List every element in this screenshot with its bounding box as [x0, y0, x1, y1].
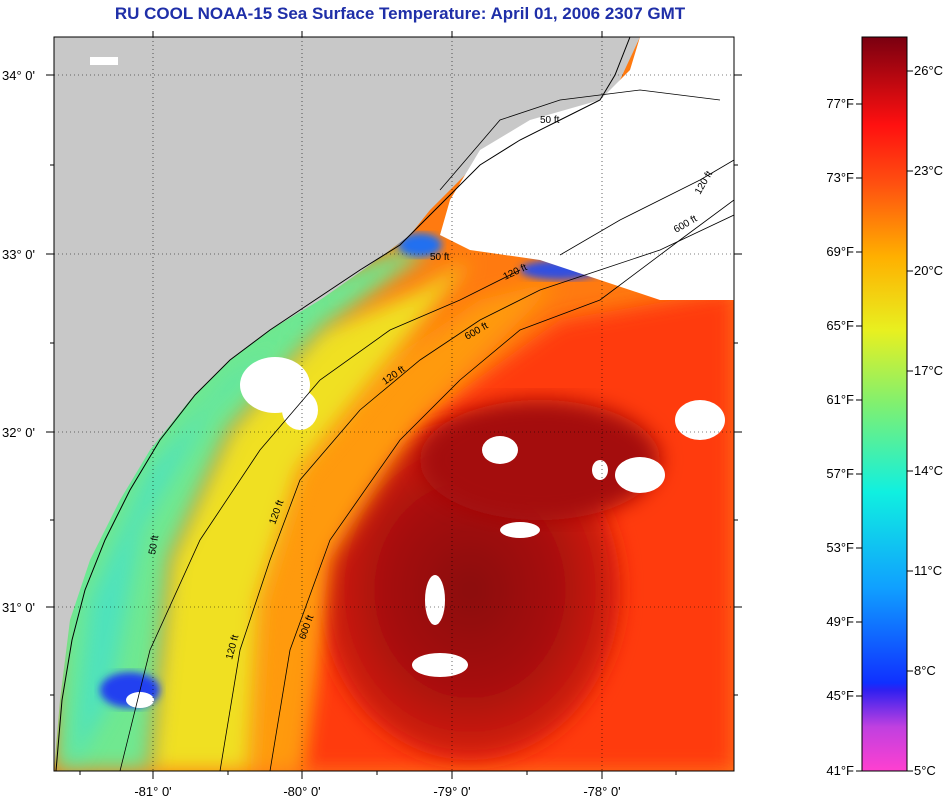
- colorbar-label-f: 41°F: [826, 763, 854, 778]
- lon-label: -78° 0': [583, 784, 620, 799]
- colorbar-label-f: 53°F: [826, 540, 854, 555]
- colorbar-label-f: 77°F: [826, 96, 854, 111]
- lat-label: 34° 0': [2, 68, 35, 83]
- colorbar-label-f: 45°F: [826, 688, 854, 703]
- map-frame: [53, 36, 735, 772]
- contour-label: 50 ft: [147, 534, 161, 555]
- colorbar-label-f: 49°F: [826, 614, 854, 629]
- colorbar-label-c: 23°C: [914, 163, 943, 178]
- lon-label: -80° 0': [283, 784, 320, 799]
- colorbar: [861, 36, 908, 772]
- colorbar-label-f: 69°F: [826, 244, 854, 259]
- colorbar-label-f: 65°F: [826, 318, 854, 333]
- contour-label: 50 ft: [430, 252, 450, 263]
- axis-ticks: [46, 31, 742, 779]
- colorbar-label-f: 73°F: [826, 170, 854, 185]
- colorbar-label-c: 26°C: [914, 63, 943, 78]
- colorbar-label-c: 14°C: [914, 463, 943, 478]
- lat-label: 33° 0': [2, 247, 35, 262]
- colorbar-label-f: 57°F: [826, 466, 854, 481]
- sst-image: 50 ft 120 ft 600 ft 120 ft 50 ft 600 ft …: [54, 37, 734, 771]
- map-title: RU COOL NOAA-15 Sea Surface Temperature:…: [114, 4, 686, 23]
- lat-label: 31° 0': [2, 600, 35, 615]
- colorbar-label-f: 61°F: [826, 392, 854, 407]
- colorbar-label-c: 20°C: [914, 263, 943, 278]
- lon-label: -81° 0': [134, 784, 171, 799]
- colorbar-label-c: 11°C: [914, 563, 942, 578]
- contour-label: 50 ft: [540, 115, 560, 126]
- colorbar-label-c: 5°C: [914, 763, 936, 778]
- colorbar-ticks: [856, 70, 913, 772]
- lat-label: 32° 0': [2, 425, 35, 440]
- colorbar-label-c: 8°C: [914, 663, 936, 678]
- colorbar-label-c: 17°C: [914, 363, 943, 378]
- lon-label: -79° 0': [433, 784, 470, 799]
